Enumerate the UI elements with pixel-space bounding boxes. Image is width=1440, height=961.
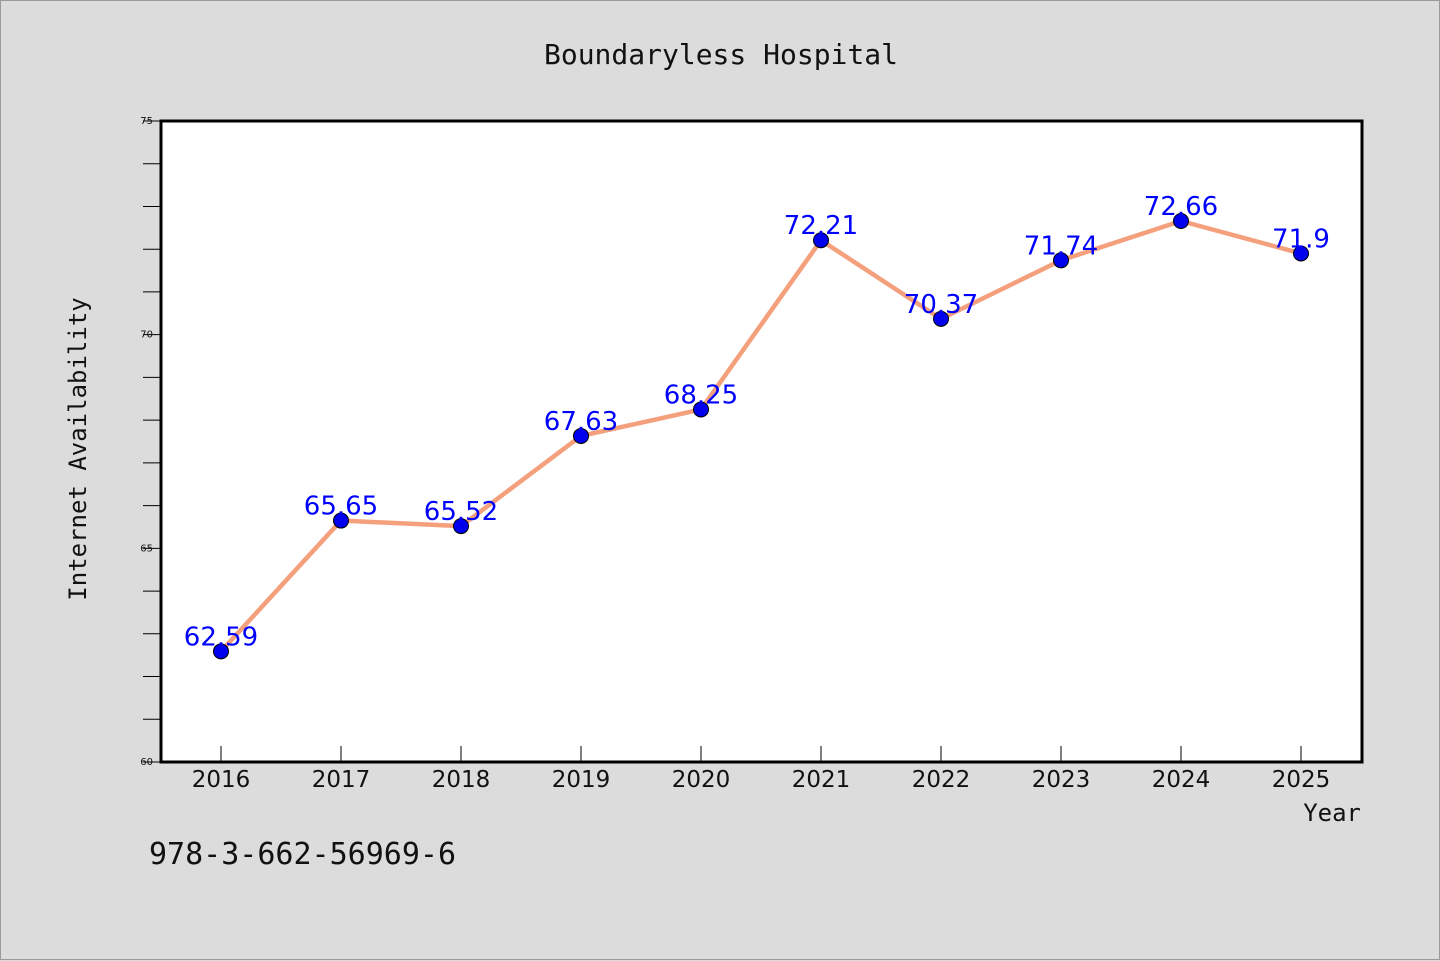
y-tick-label: 65: [140, 543, 153, 554]
y-tick-label: 75: [140, 116, 153, 127]
data-label-2017: 65.65: [304, 492, 378, 522]
x-tick-label: 2016: [192, 767, 251, 793]
x-tick-label: 2024: [1152, 767, 1211, 793]
data-label-2019: 67.63: [544, 407, 618, 437]
data-point-2021: [813, 232, 829, 249]
series-internet-availability: 62.59 65.65 65.52 67.63 68.25 72.21 70.37 71.74…: [184, 192, 1330, 660]
data-point-2018: [453, 518, 469, 535]
data-point-2017: [333, 512, 349, 529]
data-point-2016: [213, 643, 229, 660]
data-label-2024: 72.66: [1144, 192, 1218, 222]
data-label-2021: 72.21: [784, 211, 858, 241]
y-tick-label: 70: [140, 330, 153, 341]
x-tick-label: 2020: [672, 767, 731, 793]
data-point-2020: [693, 401, 709, 418]
x-tick-label: 2021: [792, 767, 851, 793]
data-point-2019: [573, 427, 589, 444]
data-point-2024: [1173, 212, 1189, 229]
data-point-2023: [1053, 252, 1069, 269]
y-axis-label: Internet Availability: [64, 297, 92, 600]
x-tick-label: 2025: [1272, 767, 1331, 793]
data-point-2022: [933, 310, 949, 327]
data-label-2025: 71.9: [1272, 224, 1330, 254]
x-tick-label: 2022: [912, 767, 971, 793]
y-tick-label: 60: [140, 757, 153, 768]
data-label-2020: 68.25: [664, 380, 738, 410]
data-label-2016: 62.59: [184, 622, 258, 652]
x-tick-label: 2018: [432, 767, 491, 793]
data-label-2023: 71.74: [1024, 231, 1098, 261]
y-axis: 60 65 70 75: [140, 116, 161, 768]
x-tick-label: 2019: [552, 767, 611, 793]
chart-title: Boundaryless Hospital: [544, 38, 898, 71]
x-tick-label: 2017: [312, 767, 371, 793]
x-tick-label: 2023: [1032, 767, 1091, 793]
data-label-2022: 70.37: [904, 290, 978, 320]
data-label-2018: 65.52: [424, 497, 498, 527]
data-point-2025: [1293, 245, 1309, 262]
series-line: [218, 218, 1304, 654]
x-axis: 2016 2017 2018 2019 2020 2021 2022 2023 2024 2025: [192, 746, 1331, 793]
isbn-code: 978-3-662-56969-6: [149, 837, 456, 872]
x-axis-label: Year: [1303, 799, 1361, 827]
